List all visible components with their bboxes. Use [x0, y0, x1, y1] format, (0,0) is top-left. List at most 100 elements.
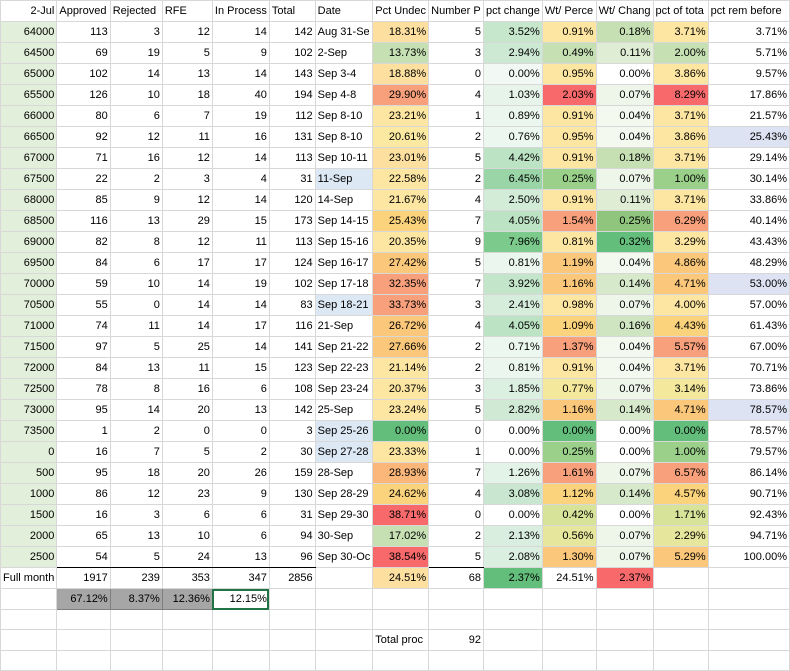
data-cell[interactable]: 123 [268, 357, 316, 379]
data-cell[interactable]: 73000 [0, 399, 58, 421]
percent-cell[interactable]: 12.36% [161, 588, 213, 610]
data-cell[interactable]: 0.18% [595, 21, 654, 43]
data-cell[interactable]: 0.25% [541, 168, 597, 190]
data-cell[interactable]: 90.71% [707, 483, 790, 505]
data-cell[interactable]: 74 [56, 315, 111, 337]
data-cell[interactable]: 70000 [0, 273, 58, 295]
empty-cell[interactable] [268, 609, 316, 630]
data-cell[interactable]: 20.35% [372, 231, 430, 253]
data-cell[interactable]: 94 [268, 525, 316, 547]
column-header[interactable]: Pct Undec [372, 0, 430, 22]
empty-cell[interactable] [314, 609, 374, 630]
data-cell[interactable]: 12 [161, 231, 213, 253]
percent-cell[interactable] [268, 588, 316, 610]
data-cell[interactable]: 5 [161, 441, 213, 463]
data-cell[interactable]: 6 [211, 378, 270, 400]
data-cell[interactable]: 6.57% [652, 462, 709, 484]
data-cell[interactable]: 2.94% [483, 42, 543, 64]
data-cell[interactable]: 0.25% [595, 210, 654, 232]
data-cell[interactable]: Sep 17-18 [314, 273, 374, 295]
summary-cell[interactable]: 2.37% [595, 567, 654, 589]
data-cell[interactable]: 12 [161, 189, 213, 211]
data-cell[interactable]: 1.26% [483, 462, 543, 484]
data-cell[interactable]: 0.07% [595, 378, 654, 400]
data-cell[interactable]: 108 [268, 378, 316, 400]
data-cell[interactable]: 4 [428, 483, 484, 505]
data-cell[interactable]: 1.12% [541, 483, 597, 505]
data-cell[interactable]: 11 [161, 357, 213, 379]
data-cell[interactable]: 3.92% [483, 273, 543, 295]
data-cell[interactable]: 3 [428, 294, 484, 316]
data-cell[interactable]: 0.00% [372, 420, 430, 442]
empty-cell[interactable] [161, 650, 213, 671]
data-cell[interactable]: 25-Sep [314, 399, 374, 421]
data-cell[interactable]: 0.71% [483, 336, 543, 358]
data-cell[interactable]: 4.86% [652, 252, 709, 274]
data-cell[interactable]: 0.81% [541, 231, 597, 253]
data-cell[interactable]: 2 [428, 126, 484, 148]
data-cell[interactable]: 2.82% [483, 399, 543, 421]
data-cell[interactable]: 2 [428, 357, 484, 379]
data-cell[interactable]: 5 [109, 336, 163, 358]
data-cell[interactable]: 13 [109, 210, 163, 232]
data-cell[interactable]: 2 [428, 168, 484, 190]
data-cell[interactable]: 65500 [0, 84, 58, 106]
data-cell[interactable]: 1.03% [483, 84, 543, 106]
data-cell[interactable]: 13 [161, 63, 213, 85]
data-cell[interactable]: 26.72% [372, 315, 430, 337]
data-cell[interactable]: 14 [211, 294, 270, 316]
data-cell[interactable]: 16 [211, 126, 270, 148]
data-cell[interactable]: 0.91% [541, 357, 597, 379]
empty-cell[interactable] [652, 629, 709, 651]
data-cell[interactable]: 29.14% [707, 147, 790, 169]
data-cell[interactable]: 4 [428, 84, 484, 106]
data-cell[interactable]: 17 [211, 315, 270, 337]
data-cell[interactable]: 72500 [0, 378, 58, 400]
data-cell[interactable]: Sep 27-28 [314, 441, 374, 463]
data-cell[interactable]: Sep 15-16 [314, 231, 374, 253]
data-cell[interactable]: 21.67% [372, 189, 430, 211]
data-cell[interactable]: 102 [56, 63, 111, 85]
data-cell[interactable]: 30-Sep [314, 525, 374, 547]
data-cell[interactable]: Sep 3-4 [314, 63, 374, 85]
empty-cell[interactable] [483, 609, 543, 630]
data-cell[interactable]: 95 [56, 462, 111, 484]
data-cell[interactable]: 1.09% [541, 315, 597, 337]
data-cell[interactable]: 83 [268, 294, 316, 316]
data-cell[interactable]: 21.14% [372, 357, 430, 379]
data-cell[interactable]: 67.00% [707, 336, 790, 358]
data-cell[interactable]: 14 [109, 399, 163, 421]
data-cell[interactable]: 1.16% [541, 399, 597, 421]
data-cell[interactable]: 0.04% [595, 105, 654, 127]
data-cell[interactable]: 11 [211, 231, 270, 253]
data-cell[interactable]: Sep 22-23 [314, 357, 374, 379]
empty-cell[interactable] [541, 629, 597, 651]
data-cell[interactable]: 73500 [0, 420, 58, 442]
data-cell[interactable]: 22.58% [372, 168, 430, 190]
empty-cell[interactable] [483, 629, 543, 651]
column-header[interactable]: Approved [56, 0, 111, 22]
summary-cell[interactable]: 2856 [268, 567, 316, 589]
data-cell[interactable]: 142 [268, 399, 316, 421]
data-cell[interactable]: 1500 [0, 504, 58, 526]
data-cell[interactable]: 24 [161, 546, 213, 568]
data-cell[interactable]: 23.21% [372, 105, 430, 127]
data-cell[interactable]: 14 [211, 63, 270, 85]
data-cell[interactable]: 0.95% [541, 126, 597, 148]
summary-cell[interactable]: 24.51% [372, 567, 430, 589]
data-cell[interactable]: 79.57% [707, 441, 790, 463]
column-header[interactable]: pct change [483, 0, 543, 22]
data-cell[interactable]: 0 [428, 420, 484, 442]
data-cell[interactable]: 31 [268, 504, 316, 526]
data-cell[interactable]: 66500 [0, 126, 58, 148]
data-cell[interactable]: 0 [161, 420, 213, 442]
data-cell[interactable]: 10 [161, 525, 213, 547]
data-cell[interactable]: 8.29% [652, 84, 709, 106]
data-cell[interactable]: 0.04% [595, 336, 654, 358]
data-cell[interactable]: 40.14% [707, 210, 790, 232]
data-cell[interactable]: 0.00% [483, 63, 543, 85]
data-cell[interactable]: 19 [211, 273, 270, 295]
data-cell[interactable]: 0.56% [541, 525, 597, 547]
data-cell[interactable]: 0 [211, 420, 270, 442]
data-cell[interactable]: 78 [56, 378, 111, 400]
